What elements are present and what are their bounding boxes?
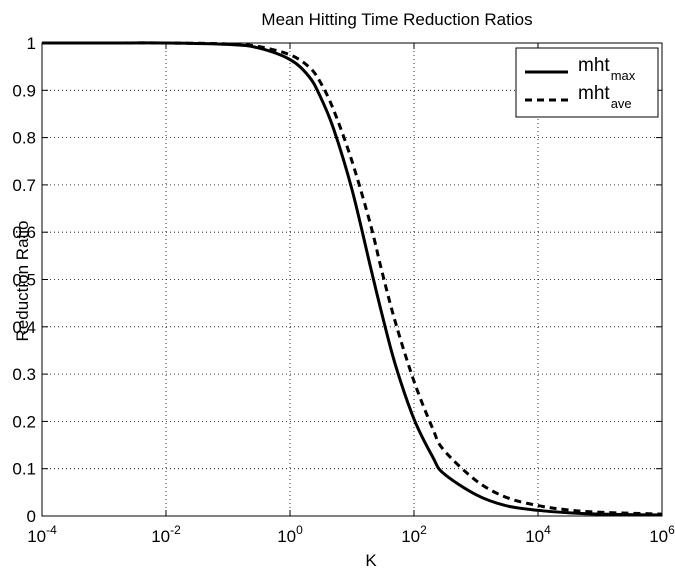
series-line-ave	[41, 41, 663, 516]
grid-lines	[42, 43, 662, 516]
series-line-max	[41, 41, 663, 517]
y-tick-label: 0.9	[12, 81, 36, 100]
y-tick-label: 0.1	[12, 460, 36, 479]
legend-label-ave: mhtave	[578, 83, 632, 111]
x-tick-label: 104	[525, 523, 551, 546]
y-tick-label: 0.6	[12, 223, 36, 242]
legend-label-max: mhtmax	[578, 55, 636, 83]
x-tick-label: 10-4	[27, 523, 57, 546]
x-tick-label: 102	[401, 523, 427, 546]
chart-title: Mean Hitting Time Reduction Ratios	[261, 10, 532, 29]
x-tick-label: 10-2	[151, 523, 181, 546]
y-tick-label: 0.7	[12, 176, 36, 195]
legend-box	[515, 47, 659, 118]
y-tick-label: 0.3	[12, 365, 36, 384]
y-tick-label: 0.8	[12, 129, 36, 148]
y-tick-label: 1	[27, 34, 36, 53]
x-axis-label: K	[365, 551, 377, 569]
y-tick-labels: 0 0.1 0.2 0.3 0.4 0.5 0.6 0.7 0.8 0.9 1	[12, 34, 36, 526]
legend: mhtmax mhtave	[515, 47, 659, 118]
y-tick-label: 0.4	[12, 318, 36, 337]
series-layer	[41, 41, 663, 517]
y-tick-label: 0	[27, 507, 36, 526]
x-tick-label: 100	[277, 523, 303, 546]
y-tick-label: 0.5	[12, 271, 36, 290]
y-tick-label: 0.2	[12, 412, 36, 431]
y-axis-label: Reduction Ratio	[13, 221, 32, 342]
x-tick-label: 106	[649, 523, 675, 546]
x-tick-labels: 10-4 10-2 100 102 104 106	[27, 523, 675, 546]
